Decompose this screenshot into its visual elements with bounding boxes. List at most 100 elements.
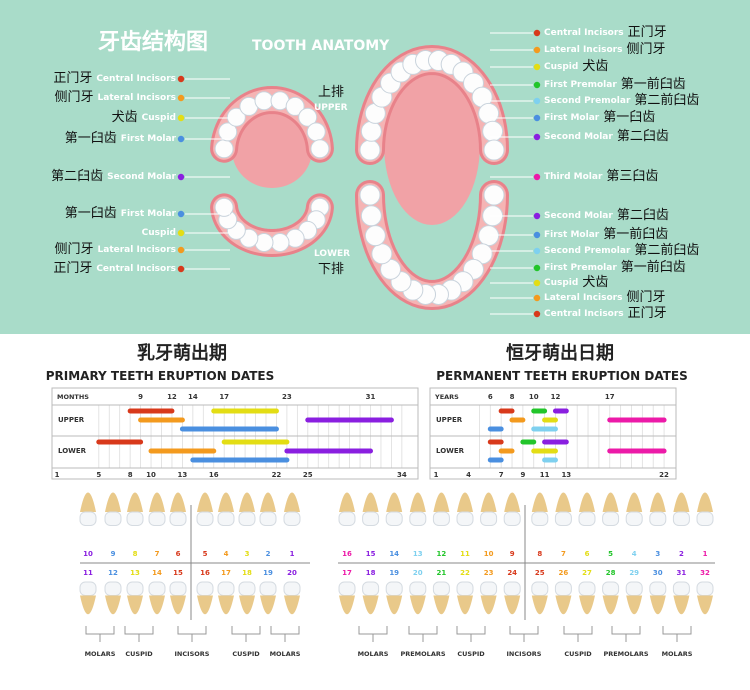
tooth-icon <box>298 107 318 127</box>
tooth-root <box>239 595 255 615</box>
left-label-en: Second Molar <box>107 172 176 182</box>
tooth-crown <box>385 581 403 596</box>
tooth-root <box>170 595 186 615</box>
bottom-tick-label: 7 <box>499 471 504 479</box>
color-dot-orange <box>177 246 185 254</box>
tooth-number: 13 <box>130 569 140 577</box>
left-label-row: 第二臼齿 Second Molar <box>51 170 176 184</box>
category-label: CUSPID <box>564 650 592 658</box>
tooth-root <box>457 492 473 512</box>
right-label-cn: 第二臼齿 <box>616 208 669 223</box>
right-label-cn: 正门牙 <box>627 25 667 40</box>
tooth-root <box>80 492 96 512</box>
tooth-root <box>149 492 165 512</box>
right-label-cn: 第一前臼齿 <box>603 227 669 242</box>
right-label-row: Second Premolar 第二前臼齿 <box>544 244 699 258</box>
tooth-number: 28 <box>606 569 616 577</box>
left-label-row: 犬齿 Cuspid <box>112 111 176 125</box>
tooth-number: 8 <box>537 550 542 558</box>
lower-tooth-icon <box>283 581 301 615</box>
tooth-number: 2 <box>266 550 271 558</box>
tooth-root <box>504 492 521 512</box>
tooth-number: 15 <box>366 550 376 558</box>
right-label-row: First Premolar 第一前臼齿 <box>544 261 686 275</box>
color-dot-cyan <box>533 247 541 255</box>
color-dot-cyan <box>533 97 541 105</box>
upper-tooth-icon <box>432 492 450 526</box>
tooth-root <box>170 492 186 512</box>
tooth-root <box>697 492 713 512</box>
upper-tooth-icon <box>554 492 572 526</box>
tooth-root <box>260 492 276 512</box>
tooth-crown <box>602 581 620 596</box>
bottom-tick-label: 25 <box>303 471 313 479</box>
color-dot-orange <box>533 46 541 54</box>
top-tick-label: 10 <box>529 393 539 401</box>
category-bracket <box>270 626 300 642</box>
tooth-number: 16 <box>342 550 352 558</box>
tooth-crown <box>79 581 97 596</box>
tooth-root <box>433 492 450 512</box>
right-label-row: Lateral Incisors 侧门牙 <box>544 43 665 57</box>
tooth-crown <box>362 511 380 526</box>
tooth-number: 19 <box>389 569 399 577</box>
top-tick-label: 6 <box>488 393 493 401</box>
tooth-crown <box>126 511 144 526</box>
tooth-crown <box>672 581 690 596</box>
tooth-icon <box>483 139 505 161</box>
tooth-crown <box>104 581 122 596</box>
tooth-number: 18 <box>242 569 252 577</box>
tooth-crown <box>338 511 356 526</box>
tooth-number: 20 <box>287 569 297 577</box>
right-label-cn: 侧门牙 <box>626 290 666 305</box>
left-label-en: First Molar <box>120 134 176 144</box>
tooth-crown <box>625 581 643 596</box>
lower-tooth-icon <box>625 581 643 615</box>
left-label-en: Central Incisors <box>96 264 176 274</box>
tooth-icon <box>478 102 500 124</box>
title-cn: 牙齿结构图 <box>98 30 209 55</box>
lower-tooth-icon <box>503 581 521 615</box>
tooth-icon <box>306 122 326 142</box>
tooth-number: 3 <box>655 550 660 558</box>
tooth-crown <box>531 511 549 526</box>
bottom-tick-label: 22 <box>659 471 669 479</box>
upper-tooth-icon <box>259 492 277 526</box>
category-label: INCISORS <box>175 650 210 658</box>
tooth-root <box>531 595 548 615</box>
tooth-crown <box>409 581 427 596</box>
tooth-crown <box>602 511 620 526</box>
tooth-crown <box>362 581 380 596</box>
upper-tooth-icon <box>104 492 122 526</box>
lower-tooth-icon <box>480 581 498 615</box>
upper-tooth-icon <box>456 492 474 526</box>
bottom-tick-label: 13 <box>178 471 188 479</box>
tooth-number: 6 <box>585 550 590 558</box>
tooth-icon <box>310 139 330 159</box>
bottom-tick-label: 1 <box>434 471 439 479</box>
left-label-en: Cuspid <box>141 228 176 238</box>
tooth-crown <box>649 511 667 526</box>
right-label-cn: 第一前臼齿 <box>620 77 686 92</box>
tooth-number: 23 <box>484 569 494 577</box>
right-label-cn: 第二前臼齿 <box>634 243 700 258</box>
category-label: CUSPID <box>457 650 485 658</box>
tooth-icon <box>226 107 246 127</box>
right-label-row: Central Incisors 正门牙 <box>544 307 667 321</box>
tooth-number: 5 <box>608 550 613 558</box>
color-dot-purple <box>177 173 185 181</box>
top-tick-label: 23 <box>282 393 292 401</box>
category-label: MOLARS <box>662 650 693 658</box>
right-label-row: Cuspid 犬齿 <box>544 60 608 74</box>
tooth-crown <box>409 511 427 526</box>
unit-label: MONTHS <box>57 393 89 401</box>
tooth-number: 11 <box>460 550 470 558</box>
upper-tooth-icon <box>79 492 97 526</box>
color-dot-green <box>533 81 541 89</box>
tooth-root <box>504 595 521 615</box>
tooth-root <box>197 595 213 615</box>
tooth-number: 29 <box>629 569 639 577</box>
tooth-crown <box>283 511 301 526</box>
group-label-lower: LOWER <box>58 447 87 455</box>
chart-frame <box>429 387 677 480</box>
